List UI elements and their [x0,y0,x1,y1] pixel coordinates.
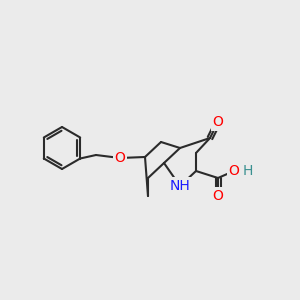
Text: O: O [115,151,125,165]
Text: H: H [243,164,253,178]
Text: O: O [213,115,224,129]
Text: NH: NH [169,179,190,193]
Text: O: O [213,189,224,203]
Text: O: O [229,164,239,178]
